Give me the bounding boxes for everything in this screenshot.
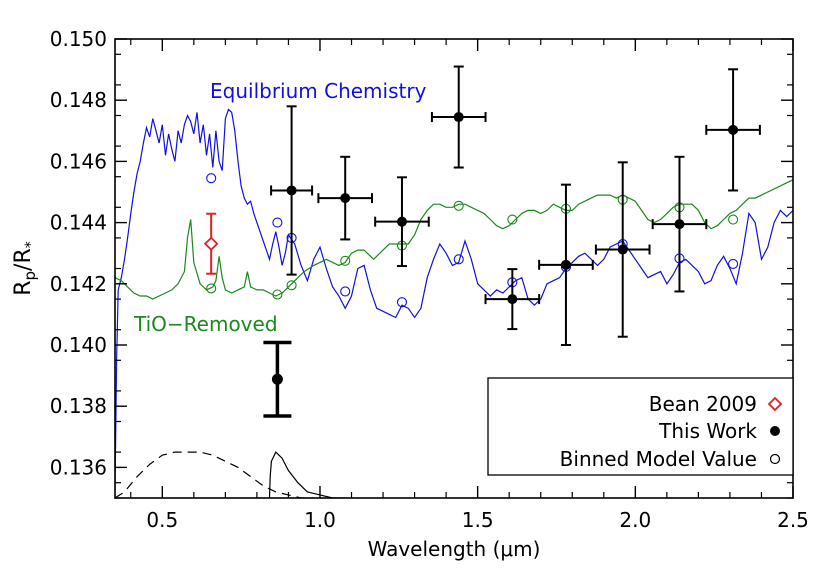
this-work-marker	[453, 112, 464, 123]
binned-equilibrium-circle	[272, 217, 283, 228]
binned-equilibrium-circle	[728, 258, 739, 269]
binned-tio-removed-circle	[453, 200, 464, 211]
this-work-point	[484, 268, 541, 331]
y-tick-label: 0.142	[50, 272, 107, 296]
annotation-tio-removed: TiO−Removed	[133, 312, 278, 336]
this-work-marker	[728, 124, 739, 135]
binned-tio-removed-circle	[206, 283, 217, 294]
y-tick-label: 0.140	[50, 333, 107, 357]
legend-marker-binned-model	[769, 453, 781, 465]
binned-tio-removed-circle	[728, 214, 739, 225]
bean-2009-marker	[203, 236, 219, 251]
this-work-point	[374, 176, 430, 268]
x-axis-label: Wavelength (μm)	[368, 537, 541, 561]
y-tick-label: 0.144	[50, 211, 107, 235]
this-work-broadband-point	[263, 340, 292, 418]
data-points	[203, 65, 761, 418]
this-work-marker	[507, 294, 518, 305]
bean-2009-point	[203, 212, 219, 275]
binned-equilibrium-circle	[396, 297, 408, 308]
this-work-point	[317, 155, 374, 241]
binned-equilibrium-circle	[340, 286, 351, 297]
x-tick-label: 2.0	[619, 508, 651, 532]
legend-label-this-work: This Work	[658, 419, 757, 443]
legend-label-binned-model: Binned Model Value	[560, 447, 757, 471]
legend-box	[487, 377, 794, 476]
x-tick-label: 0.5	[146, 508, 178, 532]
model-curves	[115, 108, 793, 498]
this-work-point	[270, 105, 314, 276]
y-tick-label: 0.148	[50, 88, 107, 112]
annotation-equilibrium: Equilbrium Chemistry	[210, 79, 427, 103]
this-work-marker	[286, 185, 297, 196]
this-work-marker	[617, 244, 628, 255]
equilibrium-model-line	[115, 108, 793, 492]
x-tick-label: 2.5	[777, 508, 809, 532]
plot-frame	[114, 38, 794, 499]
binned-tio-removed-circle	[507, 214, 518, 225]
this-work-marker	[560, 259, 571, 270]
binned-tio-removed-circle	[340, 255, 351, 266]
y-label-slash-r: /R	[11, 248, 36, 271]
this-work-point	[651, 155, 708, 293]
legend: Bean 2009 This Work Binned Model Value	[487, 377, 794, 476]
binned-tio-removed-circle	[286, 280, 297, 291]
binned-tio-removed-circle	[272, 289, 283, 300]
this-work-point	[705, 68, 761, 192]
this-work-marker	[674, 219, 685, 230]
this-work-broadband-marker	[271, 373, 283, 385]
y-tick-label: 0.146	[50, 149, 107, 173]
tio-removed-model-line	[115, 179, 793, 300]
binned-equilibrium-circle	[453, 254, 464, 265]
y-label-sub-p: p	[21, 271, 39, 281]
this-work-point	[538, 183, 594, 346]
y-label-r: R	[11, 280, 36, 295]
x-tick-label: 1.5	[462, 508, 494, 532]
y-tick-label: 0.138	[50, 394, 107, 418]
this-work-point	[430, 65, 487, 169]
y-tick-label: 0.136	[50, 455, 107, 479]
this-work-marker	[340, 193, 351, 204]
legend-label-bean-2009: Bean 2009	[649, 392, 757, 416]
this-work-point	[594, 161, 651, 338]
y-label-sub-star: *	[23, 241, 39, 248]
binned-equilibrium-circle	[206, 173, 217, 184]
legend-marker-bean-2009	[767, 396, 783, 412]
this-work-marker	[396, 216, 407, 227]
legend-marker-this-work	[770, 426, 780, 436]
x-tick-label: 1.0	[304, 508, 336, 532]
y-tick-label: 0.150	[50, 27, 107, 51]
narrowband-response-line	[268, 451, 346, 498]
broadband-response-dashed-line	[115, 451, 314, 498]
y-axis-label: Rp/R*	[11, 241, 39, 296]
legend-markers	[767, 396, 783, 465]
